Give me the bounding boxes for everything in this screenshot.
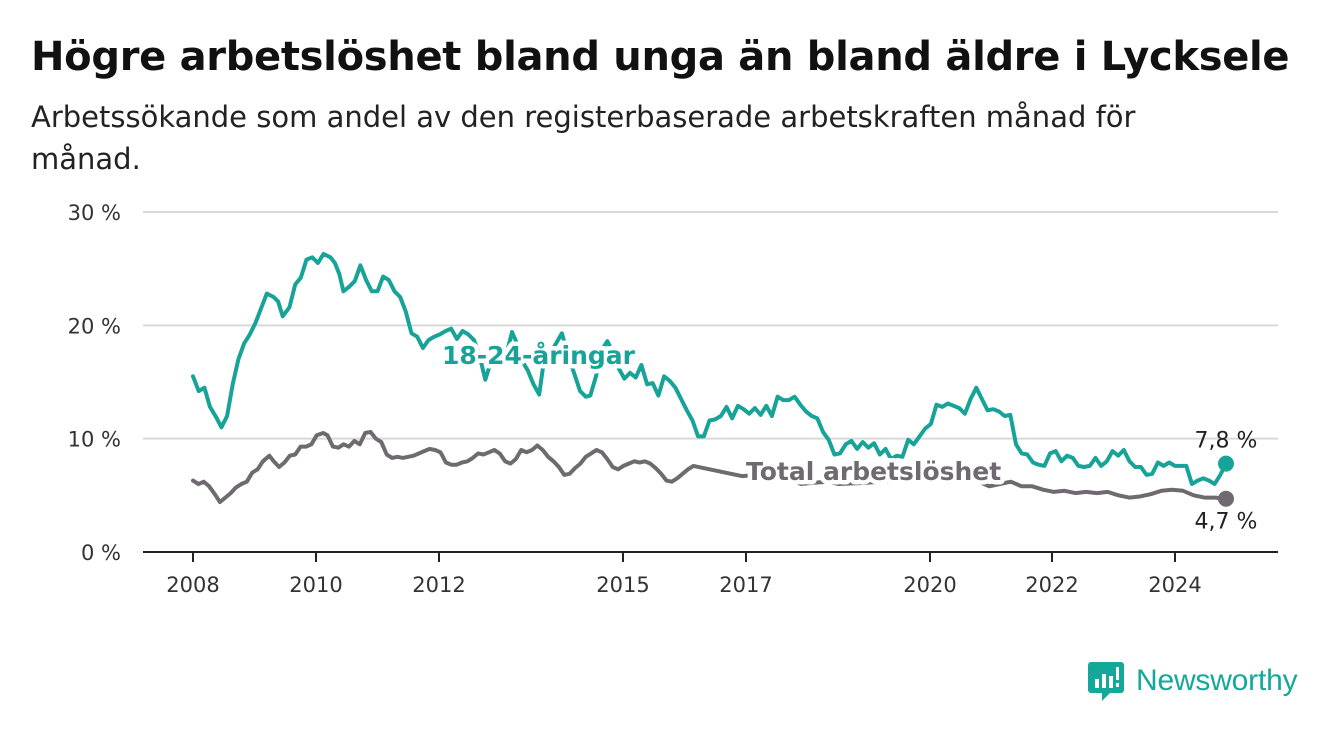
- series-line-youth: [191, 251, 1228, 486]
- x-tick-label: 2022: [1025, 573, 1078, 597]
- x-tick-label: 2020: [903, 573, 956, 597]
- series-label-youth: 18-24-åringar: [442, 341, 636, 370]
- chart-bar-icon: [1088, 662, 1124, 701]
- y-tick-label: 20 %: [68, 314, 121, 338]
- x-tick-label: 2024: [1148, 573, 1201, 597]
- series-label-total: Total arbetslöshet: [746, 457, 1001, 486]
- x-tick-label: 2010: [289, 573, 342, 597]
- x-tick-label: 2015: [596, 573, 649, 597]
- logo-text: Newsworthy: [1136, 664, 1298, 697]
- page-title: Högre arbetslöshet bland unga än bland ä…: [31, 34, 1290, 80]
- end-point-total: [1218, 490, 1234, 507]
- y-tick-label: 0 %: [81, 541, 121, 565]
- page-subtitle: Arbetssökande som andel av den registerb…: [31, 100, 1136, 176]
- y-tick-label: 30 %: [68, 201, 121, 225]
- end-label-total: 4,7 %: [1195, 510, 1258, 535]
- series-line-total: [191, 429, 1228, 505]
- x-tick-label: 2008: [166, 573, 219, 597]
- series-label-youth-halo: 18-24-åringar: [442, 341, 636, 370]
- end-label-youth: 7,8 %: [1195, 429, 1258, 454]
- series-label-total-halo: Total arbetslöshet: [746, 457, 1001, 486]
- end-point-youth: [1218, 455, 1234, 472]
- newsworthy-logo: Newsworthy: [1088, 660, 1298, 702]
- x-tick-label: 2012: [412, 573, 465, 597]
- y-tick-label: 10 %: [68, 428, 121, 452]
- x-tick-label: 2017: [719, 573, 772, 597]
